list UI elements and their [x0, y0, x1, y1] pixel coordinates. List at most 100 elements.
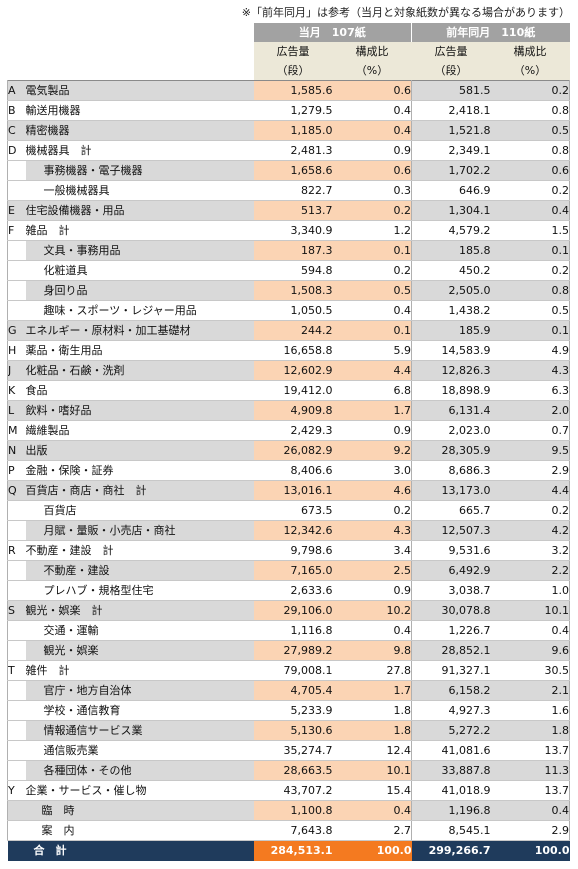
row-code: [7, 620, 26, 641]
row-volume-previous: 18,898.9: [411, 380, 491, 401]
header-volume-unit-previous: （段）: [411, 61, 491, 81]
table-row: 観光・娯楽 27,989.2 9.8 28,852.1 9.6: [7, 640, 570, 661]
row-code: L: [7, 400, 26, 421]
table-row: P 金融・保険・証券 8,406.6 3.0 8,686.3 2.9: [7, 460, 570, 481]
row-ratio-current: 0.2: [332, 260, 412, 281]
row-ratio-current: 0.3: [332, 180, 412, 201]
table-row: H 薬品・衛生用品 16,658.8 5.9 14,583.9 4.9: [7, 340, 570, 361]
row-code: K: [7, 380, 26, 401]
table-row: 文具・事務用品 187.3 0.1 185.8 0.1: [7, 240, 570, 261]
row-code: R: [7, 540, 26, 561]
row-volume-current: 2,633.6: [253, 580, 333, 601]
row-ratio-current: 0.4: [332, 100, 412, 121]
row-volume-current: 26,082.9: [253, 440, 333, 461]
row-category: 食品: [25, 380, 254, 401]
row-volume-current: 513.7: [253, 200, 333, 221]
row-ratio-previous: 10.1: [490, 600, 570, 621]
row-code: E: [7, 200, 26, 221]
row-ratio-current: 0.1: [332, 320, 412, 341]
row-volume-previous: 6,131.4: [411, 400, 491, 421]
header-ratio-previous: 構成比: [490, 42, 570, 61]
row-volume-current: 8,406.6: [253, 460, 333, 481]
header-volume-current: 広告量: [253, 42, 333, 61]
row-ratio-current: 1.8: [332, 700, 412, 721]
row-volume-previous: 30,078.8: [411, 600, 491, 621]
row-ratio-current: 27.8: [332, 660, 412, 681]
row-volume-current: 28,663.5: [253, 760, 333, 781]
row-volume-previous: 5,272.2: [411, 720, 491, 741]
row-volume-current: 43,707.2: [253, 780, 333, 801]
row-code: G: [7, 320, 26, 341]
row-ratio-previous: 2.9: [490, 460, 570, 481]
row-volume-current: 29,106.0: [253, 600, 333, 621]
row-volume-current: 1,116.8: [253, 620, 333, 641]
row-volume-current: 16,658.8: [253, 340, 333, 361]
row-ratio-previous: 6.3: [490, 380, 570, 401]
row-category: 百貨店: [25, 500, 254, 521]
row-ratio-current: 0.1: [332, 240, 412, 261]
row-code: [7, 560, 26, 581]
row-ratio-previous: 4.9: [490, 340, 570, 361]
row-ratio-current: 12.4: [332, 740, 412, 761]
row-volume-current: 4,909.8: [253, 400, 333, 421]
row-volume-current: 673.5: [253, 500, 333, 521]
row-category: 趣味・スポーツ・レジャー用品: [25, 300, 254, 321]
row-code: B: [7, 100, 26, 121]
row-code: P: [7, 460, 26, 481]
row-code: [7, 760, 26, 781]
table-row: L 飲料・嗜好品 4,909.8 1.7 6,131.4 2.0: [7, 400, 570, 421]
row-volume-current: 1,585.6: [253, 80, 333, 101]
row-ratio-previous: 2.0: [490, 400, 570, 421]
table-row: K 食品 19,412.0 6.8 18,898.9 6.3: [7, 380, 570, 401]
row-ratio-current: 2.7: [332, 820, 412, 841]
header-previous-year: 前年同月 110紙: [411, 23, 570, 42]
table-row: E 住宅設備機器・用品 513.7 0.2 1,304.1 0.4: [7, 200, 570, 221]
row-ratio-current: 0.4: [332, 120, 412, 141]
row-ratio-current: 1.2: [332, 220, 412, 241]
row-ratio-previous: 4.3: [490, 360, 570, 381]
row-code: [7, 300, 26, 321]
row-category: 不動産・建設 計: [25, 540, 254, 561]
row-category: 一般機械器具: [25, 180, 254, 201]
row-ratio-previous: 1.5: [490, 220, 570, 241]
row-ratio-current: 0.9: [332, 140, 412, 161]
row-volume-previous: 2,349.1: [411, 140, 491, 161]
row-ratio-previous: 1.8: [490, 720, 570, 741]
row-code: [7, 180, 26, 201]
row-ratio-current: 0.6: [332, 80, 412, 101]
row-ratio-previous: 0.4: [490, 800, 570, 821]
table-row: D 機械器具 計 2,481.3 0.9 2,349.1 0.8: [7, 140, 570, 161]
row-volume-previous: 41,018.9: [411, 780, 491, 801]
row-ratio-previous: 9.6: [490, 640, 570, 661]
row-code: C: [7, 120, 26, 141]
row-volume-current: 1,050.5: [253, 300, 333, 321]
row-ratio-current: 1.8: [332, 720, 412, 741]
row-category: プレハブ・規格型住宅: [25, 580, 254, 601]
row-ratio-previous: 0.8: [490, 100, 570, 121]
table-row: A 電気製品 1,585.6 0.6 581.5 0.2: [7, 80, 570, 101]
row-category: 化粧道具: [25, 260, 254, 281]
row-code: Q: [7, 480, 26, 501]
row-ratio-current: 0.2: [332, 500, 412, 521]
row-ratio-previous: 0.8: [490, 280, 570, 301]
row-volume-current: 13,016.1: [253, 480, 333, 501]
table-row: C 精密機器 1,185.0 0.4 1,521.8 0.5: [7, 120, 570, 141]
total-label: 合 計: [7, 840, 254, 861]
table-row: Q 百貨店・商店・商社 計 13,016.1 4.6 13,173.0 4.4: [7, 480, 570, 501]
row-volume-previous: 1,226.7: [411, 620, 491, 641]
row-volume-current: 12,342.6: [253, 520, 333, 541]
row-code: [7, 800, 26, 821]
row-volume-current: 9,798.6: [253, 540, 333, 561]
row-volume-previous: 41,081.6: [411, 740, 491, 761]
table-row: 月賦・量販・小売店・商社 12,342.6 4.3 12,507.3 4.2: [7, 520, 570, 541]
row-volume-previous: 450.2: [411, 260, 491, 281]
row-category: 情報通信サービス業: [25, 720, 254, 741]
ad-volume-table: 当月 107紙 前年同月 110紙 広告量 構成比 広告量 構成比 （段） （%…: [7, 23, 570, 861]
row-category: 各種団体・その他: [25, 760, 254, 781]
table-row: 官庁・地方自治体 4,705.4 1.7 6,158.2 2.1: [7, 680, 570, 701]
table-row: 案 内 7,643.8 2.7 8,545.1 2.9: [7, 820, 570, 841]
row-category: 薬品・衛生用品: [25, 340, 254, 361]
row-ratio-current: 0.6: [332, 160, 412, 181]
row-volume-previous: 14,583.9: [411, 340, 491, 361]
table-row: J 化粧品・石鹸・洗剤 12,602.9 4.4 12,826.3 4.3: [7, 360, 570, 381]
